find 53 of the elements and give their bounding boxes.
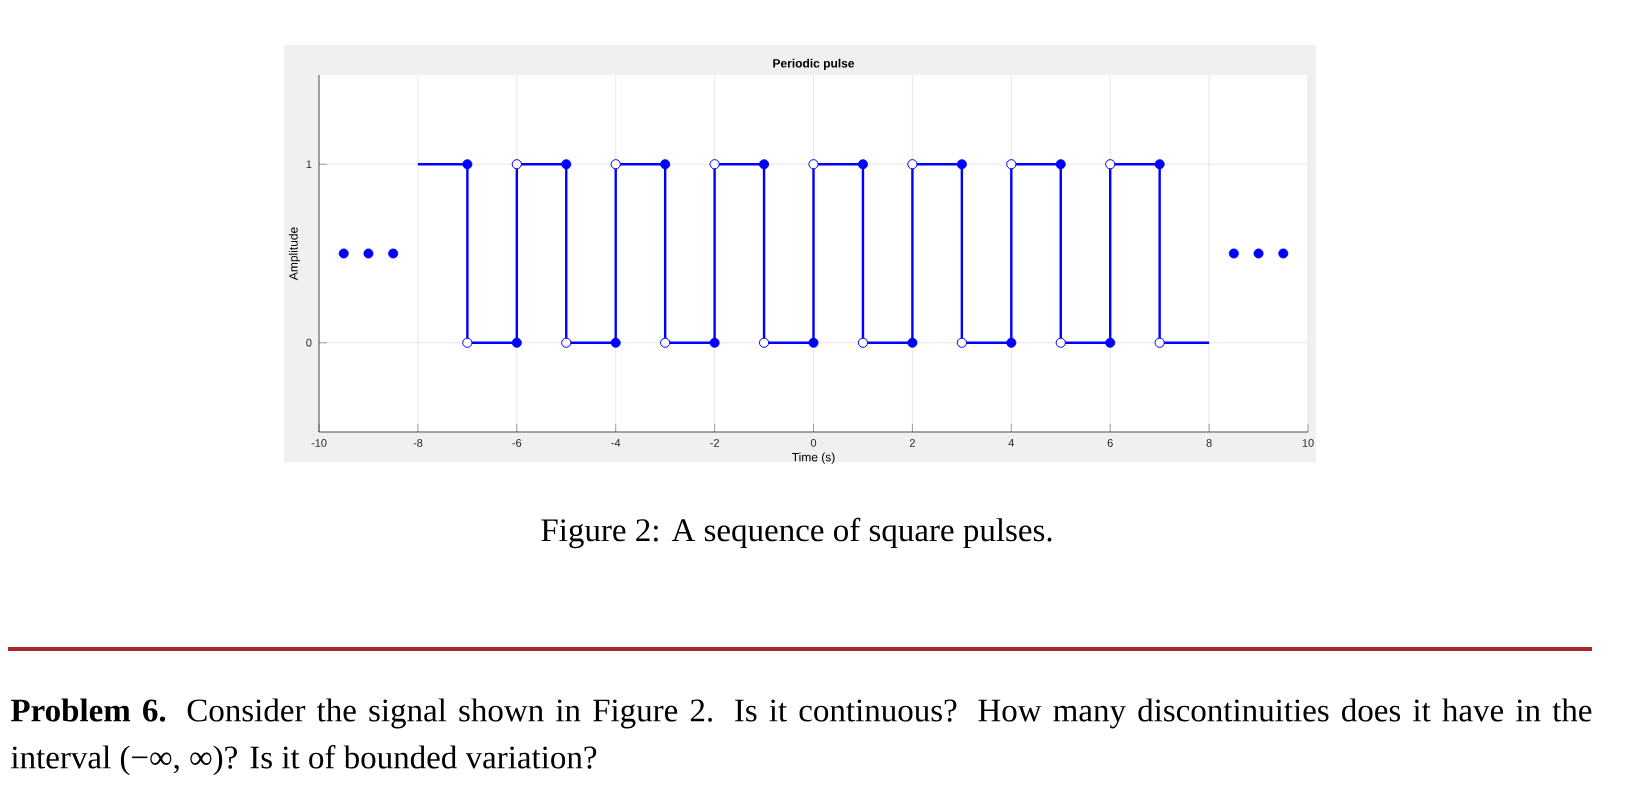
point [857,159,868,170]
point [1105,159,1116,170]
point [660,159,671,170]
caption: Figure 2: A sequence of square pulses. [541,517,1052,549]
point [511,337,522,348]
point [462,159,473,170]
point [1055,337,1066,348]
x-axis-title: Time (s) [792,452,835,464]
point [1154,159,1165,170]
point [1253,248,1264,259]
point [1278,248,1289,259]
point [956,337,967,348]
point [1105,337,1116,348]
y-tick-label: 1 [306,160,312,169]
point [1055,159,1066,170]
x-tick-label: -8 [413,439,423,447]
point [610,337,621,348]
x-tick-label: -4 [611,439,621,447]
x-tick-label: 2 [909,439,915,447]
point [660,337,671,348]
x-tick-label: -6 [512,439,522,447]
point [956,159,967,170]
point [1006,159,1017,170]
point [709,337,720,348]
point [363,248,374,259]
point [857,337,869,348]
point [907,337,918,348]
x-tick-label: 4 [1008,439,1015,447]
point [561,159,572,170]
point [709,159,720,170]
x-tick-label: -10 [311,439,327,447]
point [1154,337,1165,348]
point [808,337,819,348]
point [758,337,770,348]
point [759,159,770,170]
x-tick-label: 8 [1206,439,1212,447]
point [808,159,819,170]
x-tick-label: 6 [1107,439,1113,447]
point [610,159,621,170]
y-axis-title: Amplitude [288,227,301,281]
point [1228,248,1239,259]
point [1006,337,1017,348]
point [462,337,473,348]
x-tick-label: -2 [710,439,719,447]
x-tick-label: 0 [810,439,817,447]
point [388,248,399,259]
chart-title: Periodic pulse [773,58,855,70]
x-tick-label: 10 [1302,439,1314,447]
point [511,159,522,170]
point [907,159,918,170]
text: Problem 6. Consider the signal shown in Figure 2. Is it continuous? How many discontinuities does it have in the interval (−∞, ∞)? Is it of bounded variation? [10,698,1592,776]
point [561,337,572,348]
point [338,248,349,259]
